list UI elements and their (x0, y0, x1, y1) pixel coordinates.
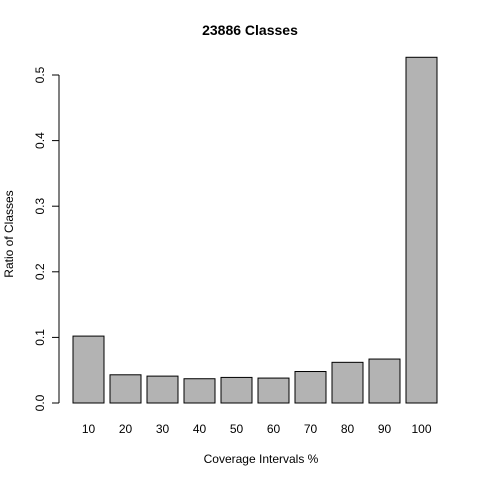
x-tick-label: 80 (341, 422, 355, 436)
bar-60 (257, 377, 290, 404)
y-tick-label: 0.3 (33, 198, 47, 215)
bar-80 (331, 361, 364, 404)
x-tick-label: 60 (267, 422, 281, 436)
x-tick-label: 20 (119, 422, 133, 436)
y-tick-label: 0.5 (33, 66, 47, 83)
bar-10 (72, 335, 105, 404)
y-axis-label: Ratio of Classes (2, 190, 16, 277)
y-tick-label: 0.0 (33, 394, 47, 411)
x-tick-label: 90 (378, 422, 392, 436)
x-tick-label: 70 (304, 422, 318, 436)
x-tick-label: 40 (193, 422, 207, 436)
bar-20 (109, 374, 142, 404)
y-tick-label: 0.4 (33, 132, 47, 149)
x-axis-label: Coverage Intervals % (204, 452, 319, 466)
bar-100 (405, 56, 438, 404)
y-axis: 0.0 0.1 0.2 0.3 0.4 0.5 (33, 66, 60, 411)
bar-30 (146, 375, 179, 404)
x-tick-label: 100 (411, 422, 431, 436)
bar-40 (183, 378, 216, 404)
x-axis-tick-labels: 10 20 30 40 50 60 70 80 90 100 (82, 422, 432, 436)
chart-title: 23886 Classes (202, 22, 298, 38)
bar-90 (368, 358, 401, 404)
y-tick-label: 0.2 (33, 263, 47, 280)
x-tick-label: 50 (230, 422, 244, 436)
bars-group (72, 56, 438, 404)
x-tick-label: 30 (156, 422, 170, 436)
y-tick-label: 0.1 (33, 329, 47, 346)
bar-70 (294, 371, 327, 404)
x-tick-label: 10 (82, 422, 96, 436)
bar-50 (220, 376, 253, 404)
